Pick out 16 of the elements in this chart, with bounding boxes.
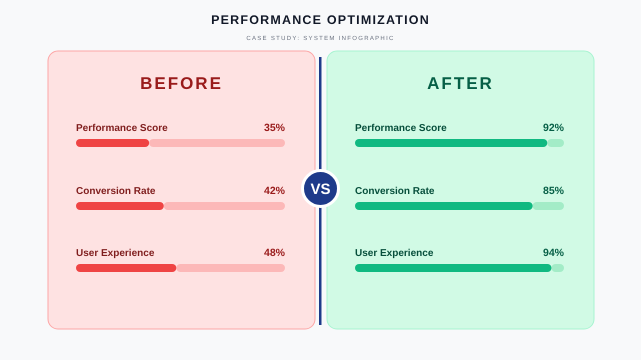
category-label: Conversion Rate [76, 186, 156, 197]
data-label: 85% [542, 185, 565, 197]
text: VS [310, 181, 331, 198]
data-label: 94% [542, 247, 565, 259]
data-label: 42% [264, 185, 286, 197]
category-label: User Experience [76, 248, 154, 259]
text: PERFORMANCE OPTIMIZATION [211, 13, 430, 27]
data-label: 48% [264, 247, 286, 259]
chart-title: BEFORE [140, 74, 223, 93]
data-label: 92% [542, 122, 565, 134]
chart-title: AFTER [427, 74, 494, 93]
category-label: User Experience [355, 248, 434, 259]
data-label: 35% [264, 122, 286, 134]
category-label: Performance Score [76, 123, 168, 134]
category-label: Performance Score [355, 123, 447, 134]
category-label: Conversion Rate [355, 186, 434, 197]
